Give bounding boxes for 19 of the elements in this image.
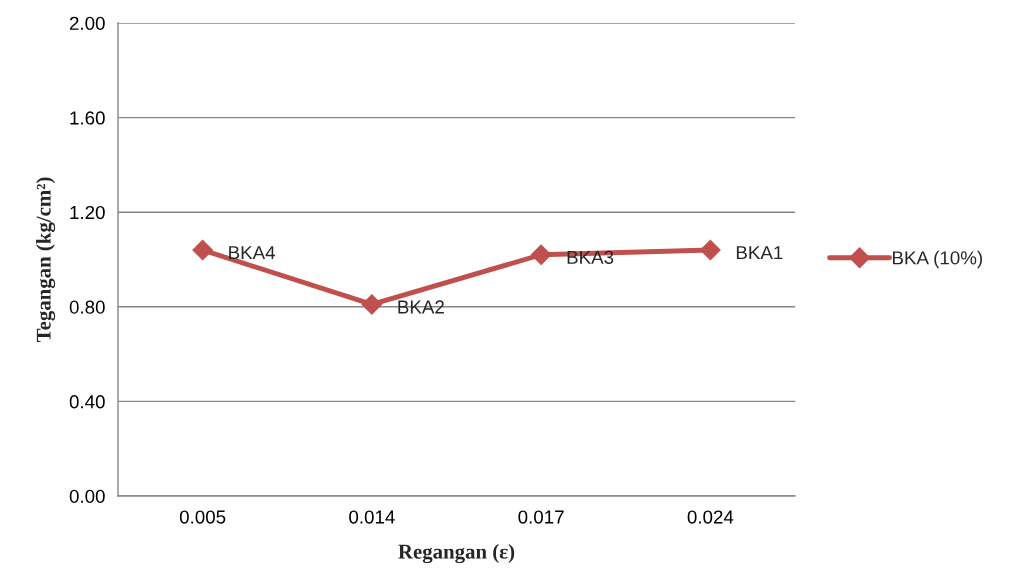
point [361, 294, 383, 315]
x-tick-label: 0.005 [179, 510, 226, 524]
y-tick-label: 1.60 [70, 111, 105, 125]
x-tick-label: 0.014 [349, 510, 395, 524]
annotation: BKA1 [736, 246, 783, 260]
y-tick-label: 0.80 [69, 300, 105, 314]
y-axis-title: Tegangan (kg/cm²) [36, 177, 56, 343]
point [192, 239, 213, 261]
x-tick-label: 0.024 [687, 510, 734, 524]
annotation: BKA4 [229, 246, 276, 260]
legend-label: BKA (10%) [892, 250, 982, 269]
y-tick-label: 2.00 [69, 16, 105, 30]
y-tick-label: 1.20 [70, 205, 105, 220]
point [530, 244, 552, 266]
point [700, 239, 721, 261]
x-tick-label: 0.017 [518, 510, 564, 524]
y-tick-label: 0.00 [69, 489, 105, 503]
y-tick-label: 0.40 [69, 395, 105, 409]
x-axis-title: Regangan (ε) [398, 544, 515, 564]
